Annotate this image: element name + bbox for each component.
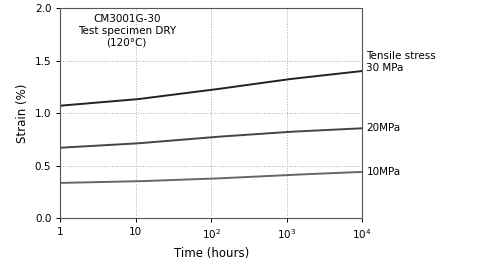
Text: CM3001G-30
Test specimen DRY
(120°C): CM3001G-30 Test specimen DRY (120°C) xyxy=(77,14,176,48)
Y-axis label: Strain (%): Strain (%) xyxy=(16,83,29,143)
X-axis label: Time (hours): Time (hours) xyxy=(174,247,249,260)
Text: 20MPa: 20MPa xyxy=(366,123,400,133)
Text: Tensile stress
30 MPa: Tensile stress 30 MPa xyxy=(366,51,436,73)
Text: 10MPa: 10MPa xyxy=(366,167,400,177)
